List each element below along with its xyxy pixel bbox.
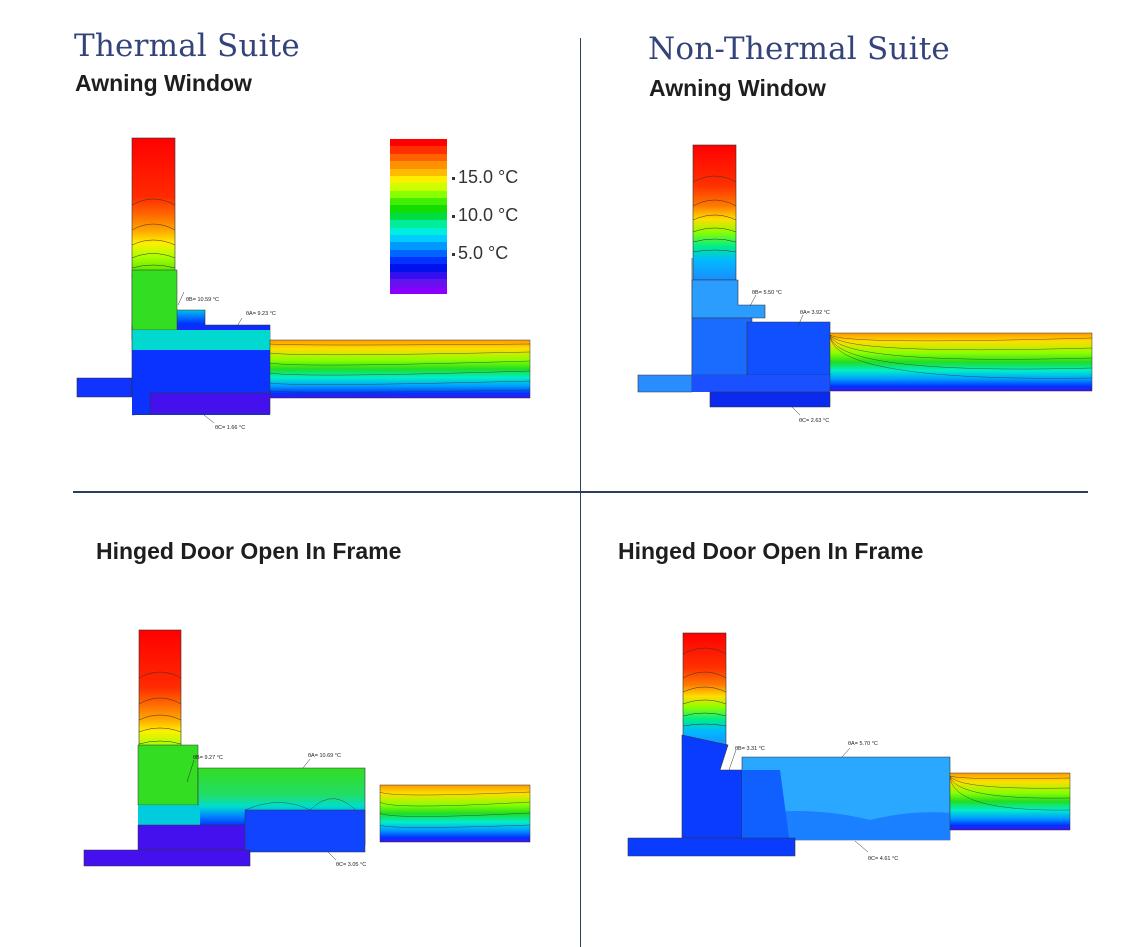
legend-swatch	[390, 161, 447, 169]
legend-swatch	[390, 146, 447, 154]
thermal-awning-theta-a: θA= 9.23 °C	[246, 311, 276, 317]
thermal-awning-label: Awning Window	[75, 70, 252, 96]
legend-swatch	[390, 279, 447, 287]
legend-swatch	[390, 220, 447, 228]
thermal-awning-diagram: θB= 10.59 °C θA= 9.23 °C θC= 1.66 °C	[76, 137, 531, 431]
non-thermal-suite-title: Non-Thermal Suite	[648, 31, 950, 67]
thermal-suite-title: Thermal Suite	[74, 28, 300, 64]
legend-swatch	[390, 271, 447, 280]
legend-swatch	[390, 175, 447, 184]
legend-swatch	[390, 257, 447, 265]
thermal-awning-theta-c: θC= 1.66 °C	[215, 425, 245, 431]
legend-swatch	[390, 227, 447, 235]
legend-swatch	[390, 264, 447, 272]
legend-swatch	[390, 249, 447, 257]
legend-swatch	[390, 198, 447, 206]
non-thermal-awning-label: Awning Window	[649, 75, 826, 101]
non-thermal-door-label: Hinged Door Open In Frame	[618, 538, 924, 564]
legend-label-15: 15.0 °C	[452, 167, 518, 188]
non-thermal-awning-theta-a: θA= 3.92 °C	[800, 310, 830, 316]
non-thermal-door-theta-c: θC= 4.61 °C	[868, 856, 898, 862]
legend-swatch	[390, 234, 447, 243]
legend-label-5: 5.0 °C	[452, 243, 508, 264]
legend-color-bar	[390, 139, 447, 294]
legend-swatch	[390, 242, 447, 250]
legend-swatch	[390, 205, 447, 213]
vertical-divider	[580, 38, 581, 947]
legend-swatch	[390, 212, 447, 221]
non-thermal-awning-theta-c: θC= 2.63 °C	[799, 418, 829, 424]
legend-swatch	[390, 153, 447, 162]
thermal-door-label: Hinged Door Open In Frame	[96, 538, 402, 564]
legend-swatch	[390, 190, 447, 198]
legend-swatch	[390, 168, 447, 176]
legend-swatch	[390, 183, 447, 191]
thermal-awning-theta-b: θB= 10.59 °C	[186, 297, 219, 303]
thermal-door-diagram: θB= 9.27 °C θA= 10.69 °C θC= 3.05 °C	[83, 629, 531, 868]
thermal-door-theta-c: θC= 3.05 °C	[336, 862, 366, 868]
non-thermal-door-diagram: θB= 3.31 °C θA= 5.70 °C θC= 4.61 °C	[627, 632, 1071, 862]
legend-swatch	[390, 139, 447, 147]
legend-label-10: 10.0 °C	[452, 205, 518, 226]
thermal-door-theta-a: θA= 10.69 °C	[308, 753, 341, 759]
temperature-legend: 15.0 °C 10.0 °C 5.0 °C	[390, 139, 530, 295]
non-thermal-door-theta-b: θB= 3.31 °C	[735, 746, 765, 752]
non-thermal-door-theta-a: θA= 5.70 °C	[848, 741, 878, 747]
thermal-door-theta-b: θB= 9.27 °C	[193, 755, 223, 761]
horizontal-divider	[73, 491, 1088, 493]
non-thermal-awning-theta-b: θB= 5.50 °C	[752, 290, 782, 296]
legend-swatch	[390, 286, 447, 294]
non-thermal-awning-diagram: θB= 5.50 °C θA= 3.92 °C θC= 2.63 °C	[637, 144, 1093, 424]
